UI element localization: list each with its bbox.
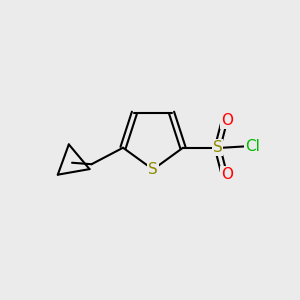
Text: O: O (221, 113, 233, 128)
Text: S: S (148, 162, 158, 177)
Text: O: O (221, 167, 233, 182)
Text: S: S (213, 140, 222, 155)
Text: Cl: Cl (245, 139, 260, 154)
